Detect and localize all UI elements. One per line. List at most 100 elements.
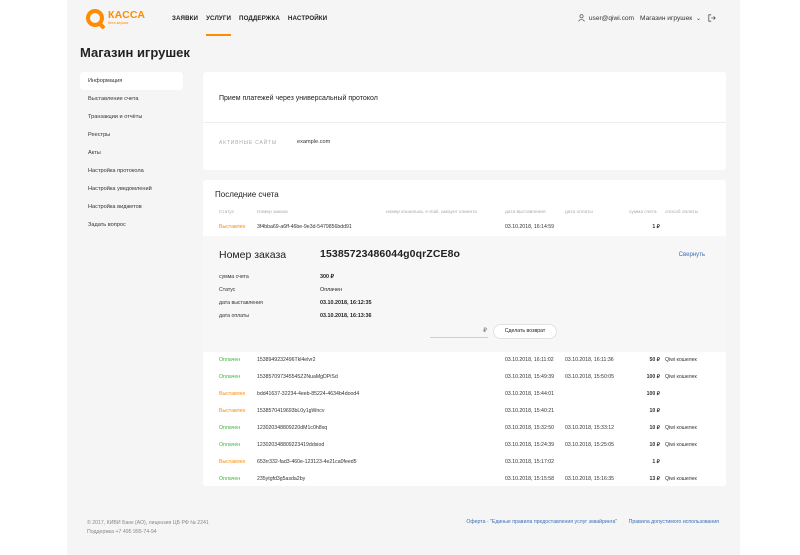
payment-method: Qiwi кошелек <box>665 442 697 448</box>
status-badge: Оплачен <box>219 357 241 363</box>
issued-date: 03.10.2018, 15:32:50 <box>505 425 555 431</box>
details-amount-label: сумма счета <box>219 274 249 280</box>
sidebar-item-ask-question[interactable]: Задать вопрос <box>88 222 126 228</box>
order-number: 123020348809220dM1c0h8xq <box>257 425 328 431</box>
paid-date: 03.10.2018, 15:33:12 <box>565 425 615 431</box>
order-number: 235ytgfd3g5asda2by <box>257 476 306 482</box>
logout-icon[interactable] <box>708 14 716 22</box>
nav-item-settings[interactable]: НАСТРОЙКИ <box>287 15 328 22</box>
details-amount-value: 300 ₽ <box>320 274 334 280</box>
issued-date: 03.10.2018, 15:15:58 <box>505 476 555 482</box>
issued-date: 03.10.2018, 15:17:02 <box>505 459 555 465</box>
paid-date: 03.10.2018, 15:16:35 <box>565 476 615 482</box>
status-badge: Оплачен <box>219 476 241 482</box>
nav-item-support[interactable]: ПОДДЕРЖКА <box>239 15 280 22</box>
paid-date: 03.10.2018, 15:50:05 <box>565 374 615 380</box>
amount: 10 ₽ <box>649 442 660 448</box>
invoices-card: Последние счета Статус Номер заказа номе… <box>203 180 726 486</box>
details-issued-value: 03.10.2018, 16:12:35 <box>320 300 372 306</box>
divider <box>203 122 726 123</box>
order-number: 1538570419693bL0y1gWncv <box>257 408 325 414</box>
top-bar: КАССА бета-версия ЗАЯВКИ УСЛУГИ ПОДДЕРЖК… <box>67 0 740 38</box>
usage-rules-link[interactable]: Правила допустимого использования <box>628 519 719 525</box>
issued-date: 03.10.2018, 15:24:39 <box>505 442 555 448</box>
ruble-icon: ₽ <box>483 328 487 334</box>
table-row[interactable]: Оплачен 123020348809220dM1c0h8xq 03.10.201… <box>203 420 726 437</box>
table-row[interactable]: Оплачен 1538949232496Tkl4elvr2 03.10.2018,… <box>203 352 726 369</box>
payment-method: Qiwi кошелек <box>665 357 697 363</box>
status-badge: Оплачен <box>219 442 241 448</box>
logo-subtitle: бета-версия <box>108 20 129 25</box>
sidebar: Информация Выставление счета Транзакции … <box>80 72 183 234</box>
page: КАССА бета-версия ЗАЯВКИ УСЛУГИ ПОДДЕРЖК… <box>67 0 740 555</box>
order-number: 1538949232496Tkl4elvr2 <box>257 357 316 363</box>
order-number: 653rr332-fad3-460e-123123-4e21ca0feed5 <box>257 459 357 465</box>
details-status-label: Статус <box>219 287 236 293</box>
details-status-value: Оплачен <box>320 287 342 293</box>
sidebar-item-invoicing[interactable]: Выставление счета <box>88 96 139 102</box>
nav-item-services[interactable]: УСЛУГИ <box>206 15 232 36</box>
amount: 10 ₽ <box>649 408 660 414</box>
qiwi-q-icon <box>86 9 104 27</box>
table-row[interactable]: Выставлен bdd41637-32234-4eeb-85224-4634b… <box>203 386 726 403</box>
column-header-paid-date: дата оплаты <box>565 210 593 215</box>
user-email[interactable]: user@qiwi.com <box>588 14 635 22</box>
footer-info: © 2017, КИВИ Банк (АО), лицензия ЦБ РФ №… <box>87 519 209 537</box>
sidebar-item-notification-settings[interactable]: Настройка уведомлений <box>88 186 152 192</box>
issued-date: 03.10.2018, 15:49:39 <box>505 374 555 380</box>
sidebar-item-transactions[interactable]: Транзакции и отчёты <box>88 114 143 120</box>
shop-selector-label: Магазин игрушек <box>640 14 693 22</box>
collapse-link[interactable]: Свернуть <box>678 252 705 258</box>
sidebar-item-registries[interactable]: Реестры <box>88 132 111 138</box>
sidebar-item-acts[interactable]: Акты <box>88 150 101 156</box>
status-badge: Выставлен <box>219 391 246 397</box>
order-number: 123020348809223419ddsiod <box>257 442 325 448</box>
status-badge: Оплачен <box>219 374 241 380</box>
active-sites-label: АКТИВНЫЕ САЙТЫ <box>219 140 278 146</box>
issued-date: 03.10.2018, 16:14:59 <box>505 224 555 230</box>
details-paid-value: 03.10.2018, 16:13:36 <box>320 313 372 319</box>
table-row[interactable]: Выставлен 3f4bba69-a6ff-46be-9e3d-547985… <box>203 219 726 236</box>
page-title: Магазин игрушек <box>80 45 190 60</box>
payment-method: Qiwi кошелек <box>665 425 697 431</box>
amount: 1 ₽ <box>652 224 660 230</box>
offer-link[interactable]: Оферта - "Единые правила предоставления … <box>466 519 618 525</box>
sidebar-item-protocol-settings[interactable]: Настройка протокола <box>88 168 144 174</box>
chevron-down-icon: ⌄ <box>695 15 701 22</box>
issued-date: 03.10.2018, 16:11:02 <box>505 357 554 363</box>
refund-amount-input[interactable]: ₽ <box>430 327 488 338</box>
details-issued-label: дата выставления <box>219 300 263 306</box>
support-phone: Поддержка +7 495 995-74-94 <box>87 529 157 535</box>
table-row[interactable]: Выставлен 1538570419693bL0y1gWncv 03.10.20… <box>203 403 726 420</box>
status-badge: Выставлен <box>219 224 246 230</box>
order-number: bdd41637-32234-4eeb-85224-4634b4dood4 <box>257 391 360 397</box>
column-header-amount: сумма счета <box>629 210 657 215</box>
nav-item-requests[interactable]: ЗАЯВКИ <box>172 15 199 22</box>
shop-selector[interactable]: Магазин игрушек ⌄ <box>640 15 701 22</box>
refund-button[interactable]: Сделать возврат <box>493 324 557 339</box>
sidebar-item-widget-settings[interactable]: Настройка виджетов <box>88 204 142 210</box>
paid-date: 03.10.2018, 16:11:36 <box>565 357 614 363</box>
amount: 100 ₽ <box>646 374 660 380</box>
kassa-logo[interactable]: КАССА бета-версия <box>86 9 145 27</box>
table-row[interactable]: Оплачен 235ytgfd3g5asda2by 03.10.2018, 15:… <box>203 471 726 486</box>
invoices-heading: Последние счета <box>215 190 279 199</box>
order-number: 3f4bba69-a6ff-46be-9e3d-5479856bdd91 <box>257 224 352 230</box>
order-number: 153857097345545Z2NuaMgDPiSd <box>257 374 338 380</box>
footer-links: Оферта - "Единые правила предоставления … <box>456 519 719 525</box>
amount: 1 ₽ <box>652 459 660 465</box>
status-badge: Выставлен <box>219 459 246 465</box>
status-badge: Оплачен <box>219 425 241 431</box>
column-header-issued: дата выставления <box>505 210 546 215</box>
user-icon <box>578 14 585 22</box>
logo-title: КАССА <box>108 9 146 22</box>
amount: 10 ₽ <box>649 425 660 431</box>
table-row[interactable]: Оплачен 123020348809223419ddsiod 03.10.201… <box>203 437 726 454</box>
sidebar-item-info[interactable]: Информация <box>80 72 183 90</box>
amount: 50 ₽ <box>649 357 660 363</box>
issued-date: 03.10.2018, 15:40:21 <box>505 408 555 414</box>
status-badge: Выставлен <box>219 408 246 414</box>
payment-method: Qiwi кошелек <box>665 374 697 380</box>
table-row[interactable]: Оплачен 153857097345545Z2NuaMgDPiSd 03.10.… <box>203 369 726 386</box>
table-row[interactable]: Выставлен 653rr332-fad3-460e-123123-4e21c… <box>203 454 726 471</box>
